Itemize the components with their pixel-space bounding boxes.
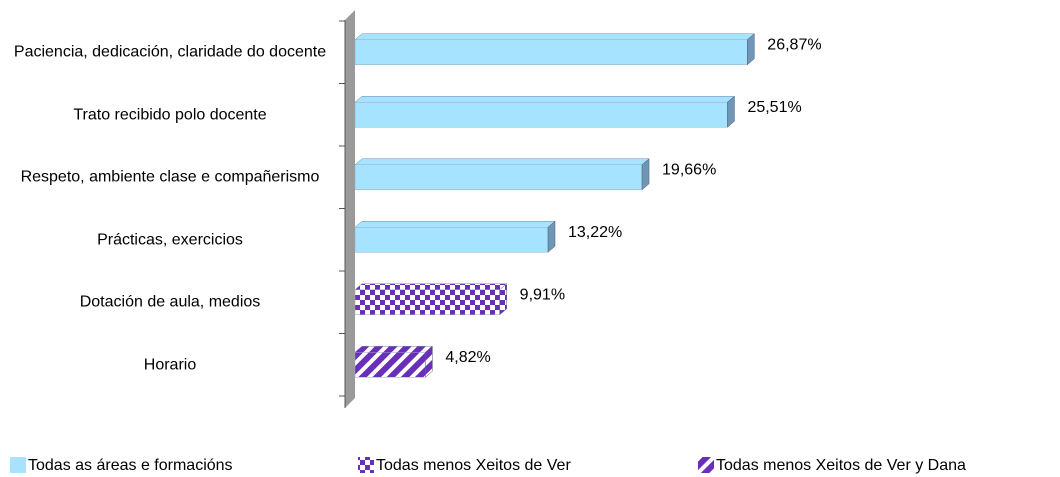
- axis-wall: [345, 10, 355, 408]
- value-label: 25,51%: [747, 99, 801, 116]
- value-label: 19,66%: [662, 161, 716, 178]
- bar-face: [354, 352, 426, 378]
- bar-face: [354, 289, 500, 315]
- bar: [354, 95, 736, 128]
- bar-face: [354, 221, 556, 228]
- bar-face: [547, 220, 556, 253]
- bar-face: [727, 95, 735, 128]
- bar-face: [641, 158, 650, 191]
- bar-face: [354, 283, 508, 290]
- bar-face: [354, 96, 736, 103]
- bar-face: [354, 158, 650, 165]
- bar: [354, 345, 434, 378]
- bar-face: [499, 283, 507, 316]
- value-label: 26,87%: [767, 36, 821, 53]
- category-label: Horario: [143, 356, 197, 374]
- value-label: 13,22%: [568, 224, 622, 241]
- value-label: 4,82%: [445, 349, 490, 366]
- category-label: Dotación de aula, medios: [79, 293, 261, 311]
- category-label: Respeto, ambiente clase e compañerismo: [20, 168, 320, 186]
- bar-face: [425, 345, 433, 378]
- bar: [354, 33, 755, 66]
- bar-face: [354, 39, 748, 65]
- value-label: 9,91%: [520, 286, 565, 303]
- legend-swatch: [10, 457, 26, 473]
- bar-face: [354, 102, 728, 128]
- bar: [354, 220, 556, 253]
- legend-swatch: [358, 457, 374, 473]
- bar-face: [747, 33, 755, 66]
- legend-swatch: [698, 457, 714, 473]
- category-label: Trato recibido polo docente: [73, 106, 267, 124]
- category-label: Paciencia, dedicación, claridade do doce…: [13, 43, 327, 61]
- bar-face: [354, 346, 434, 353]
- bar-face: [354, 227, 549, 253]
- bar-face: [354, 164, 643, 190]
- legend-label: Todas menos Xeitos de Ver y Dana: [716, 457, 966, 474]
- bar: [354, 283, 508, 316]
- legend-label: Todas menos Xeitos de Ver: [376, 457, 571, 474]
- bar-face: [354, 33, 755, 40]
- bar: [354, 158, 650, 191]
- category-label: Prácticas, exercicios: [97, 231, 243, 249]
- legend-label: Todas as áreas e formacións: [28, 457, 233, 474]
